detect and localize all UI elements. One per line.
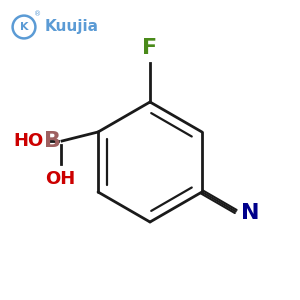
Text: N: N — [241, 203, 260, 223]
Text: HO: HO — [14, 132, 44, 150]
Text: K: K — [20, 22, 28, 32]
Text: Kuujia: Kuujia — [44, 20, 98, 34]
Text: OH: OH — [45, 170, 76, 188]
Text: F: F — [142, 38, 158, 58]
Text: B: B — [44, 131, 61, 151]
Text: ®: ® — [34, 11, 41, 17]
